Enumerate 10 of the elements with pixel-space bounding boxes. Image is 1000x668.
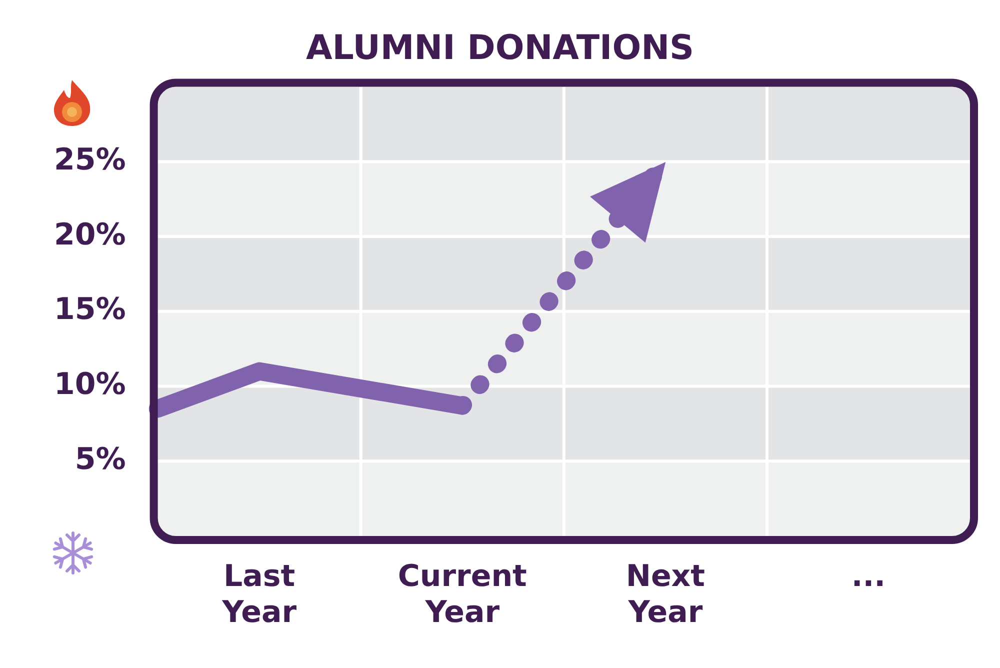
x-tick-label: ... <box>851 558 886 594</box>
y-tick-label: 5% <box>74 442 126 477</box>
y-tick-label: 10% <box>54 367 126 402</box>
y-tick-label: 20% <box>54 217 126 252</box>
y-tick-label: 25% <box>54 142 126 178</box>
x-tick-label: Last Year <box>221 558 297 630</box>
x-tick-label: Current Year <box>398 558 527 630</box>
y-tick-label: 15% <box>54 292 126 328</box>
chart-title: ALUMNI DONATIONS <box>306 28 694 68</box>
x-tick-label: Next Year <box>626 558 706 630</box>
